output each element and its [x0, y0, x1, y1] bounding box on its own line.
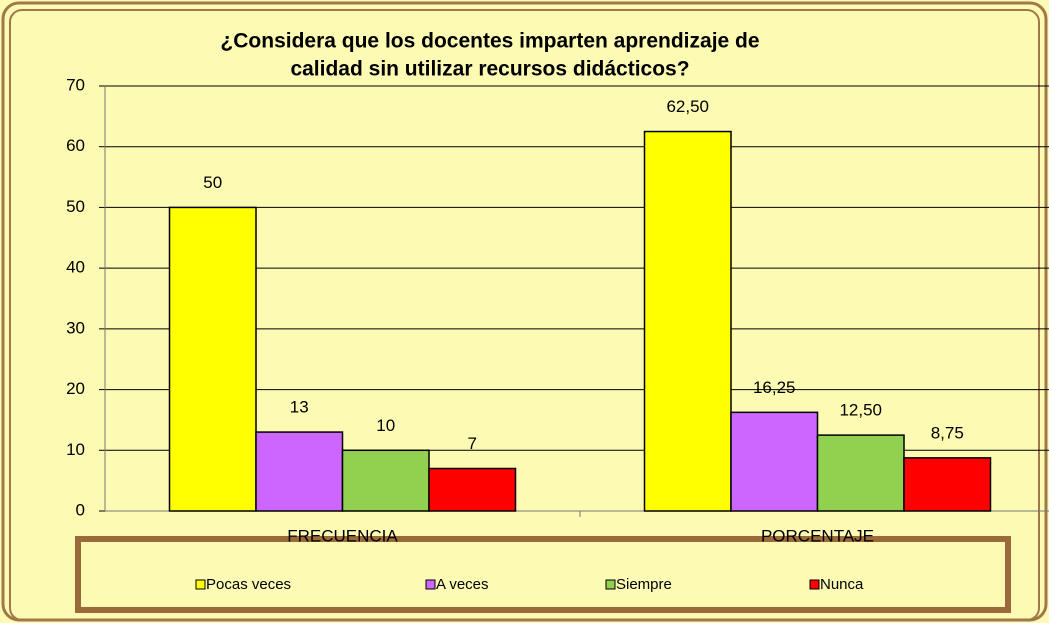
- legend-label: Siempre: [616, 576, 672, 593]
- legend-label: Pocas veces: [206, 576, 291, 593]
- value-label: 50: [203, 173, 222, 192]
- chart-title: ¿Considera que los docentes imparten apr…: [220, 30, 759, 53]
- bar: [255, 431, 344, 512]
- value-label: 16,25: [753, 378, 796, 397]
- y-tick-label: 20: [66, 379, 85, 398]
- x-tick-label: PORCENTAJE: [761, 526, 874, 545]
- legend-swatch: [195, 579, 206, 590]
- bar: [428, 467, 517, 512]
- legend: [75, 536, 1011, 613]
- legend-label: Nunca: [820, 576, 864, 593]
- value-label: 13: [290, 398, 309, 417]
- chart-title: calidad sin utilizar recursos didácticos…: [290, 58, 689, 81]
- legend-swatch: [605, 579, 616, 590]
- x-tick-label: FRECUENCIA: [287, 526, 398, 545]
- y-tick-label: 70: [66, 75, 85, 94]
- value-label: 10: [376, 416, 395, 435]
- value-label: 7: [468, 434, 477, 453]
- value-label: 62,50: [666, 97, 709, 116]
- value-label: 12,50: [839, 401, 882, 420]
- bar: [168, 206, 257, 512]
- bar: [341, 449, 430, 512]
- bar: [903, 457, 992, 512]
- y-tick-label: 50: [66, 197, 85, 216]
- y-tick-label: 10: [66, 440, 85, 459]
- y-tick-label: 60: [66, 136, 85, 155]
- y-tick-label: 0: [76, 500, 85, 519]
- bar: [643, 130, 732, 512]
- legend-label: A veces: [436, 576, 489, 593]
- bar: [730, 411, 819, 512]
- bar: [816, 434, 905, 512]
- inner-frame: [9, 9, 1040, 621]
- legend-swatch: [425, 579, 436, 590]
- y-tick-label: 40: [66, 258, 85, 277]
- legend-swatch: [809, 579, 820, 590]
- value-label: 8,75: [931, 423, 964, 442]
- y-tick-label: 30: [66, 318, 85, 337]
